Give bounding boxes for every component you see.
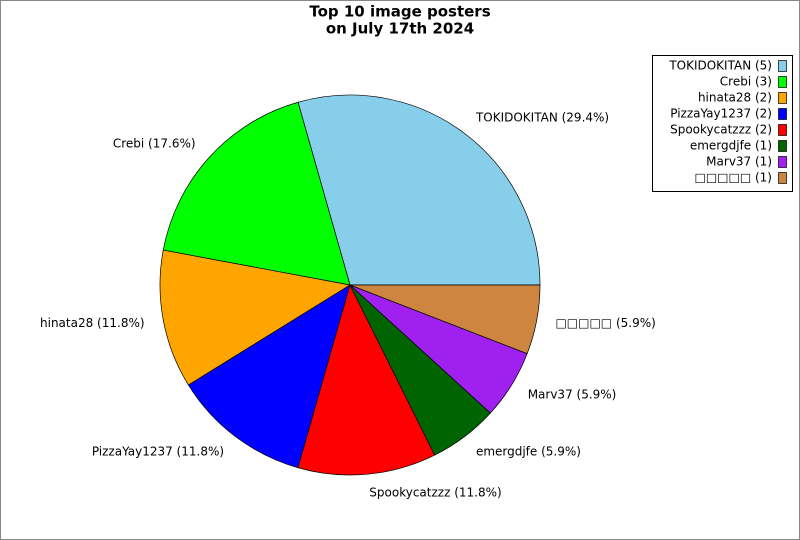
legend-swatch [778, 108, 787, 120]
pie-slice [159, 249, 351, 386]
slice-label: Spookycatzzz (11.8%) [369, 486, 501, 500]
legend-swatch [778, 124, 787, 136]
slice-label: PizzaYay1237 (11.8%) [92, 444, 224, 458]
slice-label: Marv37 (5.9%) [528, 388, 617, 402]
legend-label: □□□□□ (1) [694, 171, 772, 185]
legend-label: hinata28 (2) [698, 91, 772, 105]
pie-slice [162, 101, 351, 286]
pie-slice [297, 94, 541, 286]
legend-swatch [778, 76, 787, 88]
legend-label: PizzaYay1237 (2) [670, 107, 772, 121]
chart-title: Top 10 image posters [309, 3, 490, 21]
slice-label: □□□□□ (5.9%) [555, 316, 655, 330]
chart-title: on July 17th 2024 [326, 20, 474, 38]
legend-swatch [778, 60, 787, 72]
legend-label: Marv37 (1) [706, 155, 772, 169]
pie-slice [297, 284, 436, 476]
slice-label: Crebi (17.6%) [113, 137, 196, 151]
legend-swatch [778, 92, 787, 104]
slice-label: TOKIDOKITAN (29.4%) [475, 111, 609, 125]
legend-label: emergdjfe (1) [690, 139, 772, 153]
slice-label: hinata28 (11.8%) [40, 316, 145, 330]
pie-slice [187, 284, 351, 469]
legend-box [652, 55, 793, 192]
slice-label: emergdjfe (5.9%) [476, 444, 581, 458]
legend-swatch [778, 156, 787, 168]
legend-label: Spookycatzzz (2) [670, 123, 772, 137]
legend-swatch [778, 172, 787, 184]
legend-swatch [778, 140, 787, 152]
pie-slice [349, 284, 541, 355]
legend-label: TOKIDOKITAN (5) [668, 59, 772, 73]
legend-label: Crebi (3) [720, 75, 772, 89]
